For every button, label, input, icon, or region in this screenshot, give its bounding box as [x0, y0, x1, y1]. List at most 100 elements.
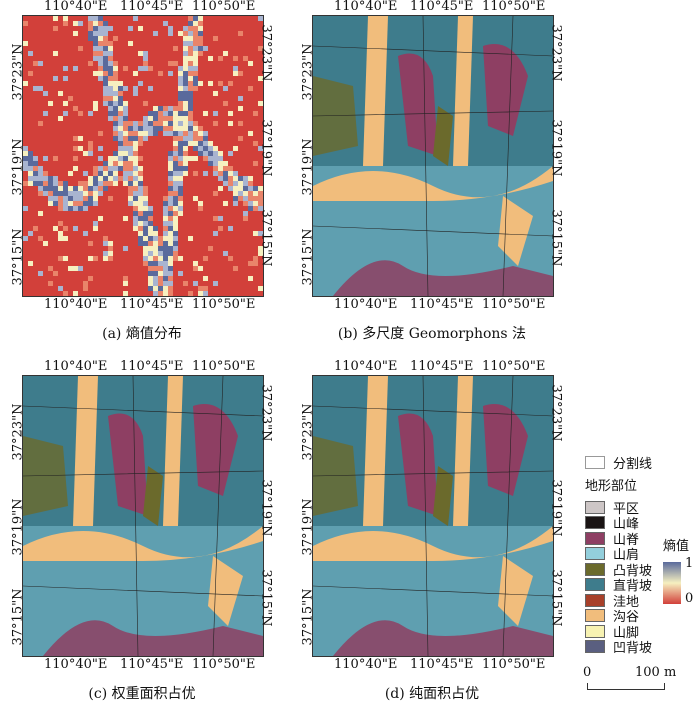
- map-canvas: [23, 376, 263, 656]
- legend-label: 平区: [613, 501, 640, 517]
- map-panel-b: [312, 15, 554, 297]
- lon-tick-label: 110°45"E: [410, 0, 474, 14]
- lon-tick-label: 110°50"E: [482, 297, 546, 312]
- legend-item: 山肩: [585, 546, 695, 564]
- lon-tick-label: 110°40"E: [334, 0, 398, 14]
- legend-swatch: [585, 624, 605, 638]
- legend-item: 山峰: [585, 515, 695, 533]
- legend-label: 沟谷: [613, 610, 640, 626]
- legend-item: 山脊: [585, 531, 695, 548]
- lat-tick-label: 37°23"N: [300, 43, 316, 101]
- legend-label: 凸背坡: [613, 563, 653, 579]
- lon-tick-label: 110°45"E: [410, 359, 474, 374]
- panel-caption: (b) 多尺度 Geomorphons 法: [337, 326, 527, 342]
- map-panel-a: [22, 15, 264, 297]
- lat-tick-label: 37°15"N: [10, 588, 26, 646]
- lon-tick-label: 110°45"E: [120, 0, 184, 14]
- lat-tick-label: 37°15"N: [548, 569, 564, 627]
- lon-tick-label: 110°45"E: [120, 297, 184, 312]
- lon-tick-label: 110°45"E: [410, 297, 474, 312]
- lat-tick-label: 37°19"N: [300, 498, 316, 556]
- lat-tick-label: 37°23"N: [10, 403, 26, 461]
- lat-tick-label: 37°19"N: [258, 119, 274, 177]
- legend-item: 平区: [585, 500, 695, 517]
- lat-tick-label: 37°23"N: [258, 24, 274, 82]
- legend-item: 凸背坡: [585, 562, 695, 579]
- legend-swatch: [585, 609, 605, 623]
- lon-tick-label: 110°50"E: [482, 657, 546, 672]
- legend-label: 山脊: [613, 532, 640, 548]
- legend-label: 山峰: [613, 517, 640, 533]
- entropy-min: 0: [685, 591, 694, 606]
- lat-tick-label: 37°19"N: [10, 498, 26, 556]
- entropy-title: 熵值: [663, 539, 690, 554]
- lat-tick-label: 37°15"N: [10, 228, 26, 286]
- lon-tick-label: 110°40"E: [334, 297, 398, 312]
- legend-swatch: [585, 531, 605, 545]
- legend-item: 洼地: [585, 593, 695, 610]
- lon-tick-label: 110°40"E: [334, 657, 398, 672]
- lat-tick-label: 37°15"N: [300, 228, 316, 286]
- lat-tick-label: 37°19"N: [258, 479, 274, 537]
- lat-tick-label: 37°19"N: [548, 479, 564, 537]
- lat-tick-label: 37°23"N: [10, 43, 26, 101]
- legend-label: 直背坡: [613, 579, 653, 595]
- panel-caption: (c) 权重面积占优: [88, 686, 196, 702]
- lat-tick-label: 37°23"N: [300, 403, 316, 461]
- lon-tick-label: 110°40"E: [44, 0, 108, 14]
- map-canvas: [313, 16, 553, 296]
- lat-tick-label: 37°19"N: [300, 138, 316, 196]
- lon-tick-label: 110°40"E: [44, 297, 108, 312]
- legend-item: 直背坡: [585, 577, 695, 595]
- legend-title: 地形部位: [585, 478, 638, 494]
- lat-tick-label: 37°19"N: [10, 138, 26, 196]
- legend-label: 分割线: [613, 457, 653, 473]
- legend-item: 沟谷: [585, 608, 695, 626]
- legend: 分割线 地形部位 平区 山峰 山脊 山肩 凸背坡 直背坡 洼地 沟谷 山脚 凹背坡 熵值 1 0 …: [583, 455, 695, 695]
- entropy-colorbar: [663, 562, 681, 604]
- lon-tick-label: 110°40"E: [44, 359, 108, 374]
- legend-swatch: [585, 500, 605, 514]
- legend-label: 山脚: [613, 625, 640, 641]
- legend-swatch: [585, 562, 605, 576]
- legend-item: 凹背坡: [585, 639, 695, 657]
- lon-tick-label: 110°40"E: [334, 359, 398, 374]
- lon-tick-label: 110°40"E: [44, 657, 108, 672]
- map-panel-c: [22, 375, 264, 657]
- lon-tick-label: 110°45"E: [120, 657, 184, 672]
- legend-swatch: [585, 593, 605, 607]
- entropy-legend: 熵值 1 0: [663, 535, 693, 606]
- lon-tick-label: 110°50"E: [192, 359, 256, 374]
- scale-zero: 0: [583, 664, 592, 680]
- lon-tick-label: 110°50"E: [192, 0, 256, 14]
- legend-label: 凹背坡: [613, 641, 653, 657]
- lat-tick-label: 37°15"N: [300, 588, 316, 646]
- legend-swatch: [585, 640, 605, 654]
- legend-item: 山脚: [585, 624, 695, 641]
- lat-tick-label: 37°19"N: [548, 119, 564, 177]
- lat-tick-label: 37°23"N: [258, 384, 274, 442]
- lat-tick-label: 37°23"N: [548, 384, 564, 442]
- legend-label: 洼地: [613, 594, 640, 610]
- legend-swatch: [585, 578, 605, 592]
- scale-bar: 0 100 m: [583, 664, 695, 695]
- map-canvas: [313, 376, 553, 656]
- lon-tick-label: 110°50"E: [192, 297, 256, 312]
- lon-tick-label: 110°50"E: [482, 0, 546, 14]
- lon-tick-label: 110°50"E: [482, 359, 546, 374]
- legend-swatch: [585, 547, 605, 561]
- lat-tick-label: 37°15"N: [548, 209, 564, 267]
- lat-tick-label: 37°23"N: [548, 24, 564, 82]
- lon-tick-label: 110°50"E: [192, 657, 256, 672]
- map-panel-d: [312, 375, 554, 657]
- lon-tick-label: 110°45"E: [120, 359, 184, 374]
- entropy-max: 1: [685, 556, 694, 571]
- legend-label: 山肩: [613, 548, 640, 564]
- lon-tick-label: 110°45"E: [410, 657, 474, 672]
- panel-caption: (d) 纯面积占优: [384, 686, 480, 702]
- legend-boundary: 分割线: [585, 455, 695, 473]
- lat-tick-label: 37°15"N: [258, 569, 274, 627]
- lat-tick-label: 37°15"N: [258, 209, 274, 267]
- scale-end: 100 m: [635, 664, 677, 680]
- legend-swatch: [585, 516, 605, 530]
